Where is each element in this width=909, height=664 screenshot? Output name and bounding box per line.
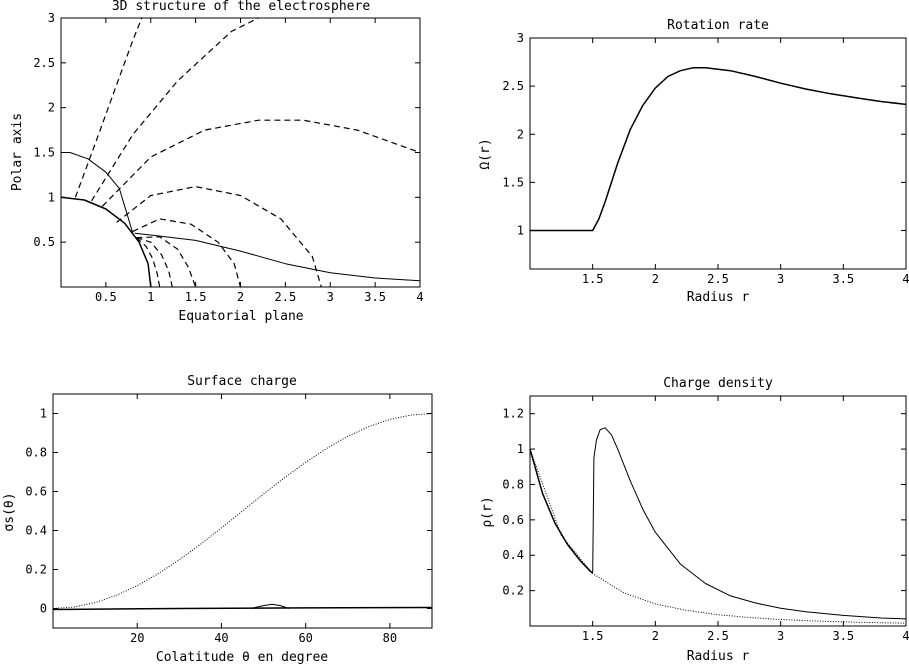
density-plot-frame	[529, 395, 907, 627]
surface-series-0	[52, 413, 433, 609]
electrosphere-series-9	[90, 17, 259, 202]
rotation-ytick-label: 3	[517, 31, 524, 45]
electrosphere-series-8	[101, 119, 421, 207]
density-xtick-label: 3.5	[832, 629, 854, 643]
surface-ytick-label: 0.6	[25, 485, 47, 499]
rotation-xtick-label: 2	[652, 272, 659, 286]
electrosphere-series-2	[134, 232, 421, 282]
density-xtick-label: 4	[902, 629, 909, 643]
rotation-series-0	[530, 67, 907, 232]
electrosphere-xlabel: Equatorial plane	[178, 309, 303, 324]
electrosphere-xtick-label: 4	[416, 290, 423, 304]
surface-ytick-label: 1	[40, 407, 47, 421]
density-xtick-label: 2	[652, 629, 659, 643]
rotation-ytick-label: 1	[517, 224, 524, 238]
rotation-xtick-label: 3.5	[832, 272, 854, 286]
surface-ytick-label: 0.8	[25, 446, 47, 460]
rotation-ytick-label: 1.5	[502, 175, 524, 189]
electrosphere-ytick-label: 1	[48, 190, 55, 204]
density-ytick-label: 0.2	[502, 584, 524, 598]
electrosphere-plot-frame	[60, 17, 421, 288]
rotation-plot-frame	[529, 37, 907, 270]
surface-xtick-label: 80	[383, 631, 397, 645]
density-panel: Charge density Radius r ρ(r) 1.5 2 2.5 3 3.5…	[480, 376, 909, 664]
electrosphere-ylabel: Polar axis	[10, 113, 25, 191]
rotation-ytick-label: 2.5	[502, 79, 524, 93]
surface-xtick-label: 60	[298, 631, 312, 645]
electrosphere-ytick-label: 2	[48, 101, 55, 115]
surface-ytick-label: 0	[40, 602, 47, 616]
surface-title: Surface charge	[187, 374, 297, 389]
surface-ytick-label: 0.4	[25, 524, 47, 538]
rotation-ylabel: Ω(r)	[478, 138, 493, 169]
electrosphere-xtick-label: 3	[327, 290, 334, 304]
surface-xtick-label: 20	[130, 631, 144, 645]
density-series-0	[529, 448, 907, 624]
density-title: Charge density	[663, 376, 773, 391]
electrosphere-series-10	[74, 17, 143, 198]
electrosphere-series-6	[132, 218, 242, 288]
density-ytick-label: 0.4	[502, 548, 524, 562]
electrosphere-xtick-label: 1.5	[185, 290, 207, 304]
density-ytick-label: 1	[517, 442, 524, 456]
density-ylabel: ρ(r)	[480, 496, 495, 527]
rotation-ytick-label: 2	[517, 127, 524, 141]
electrosphere-series-0	[60, 196, 152, 288]
electrosphere-ytick-label: 1.5	[33, 146, 55, 160]
electrosphere-xtick-label: 0.5	[95, 290, 117, 304]
electrosphere-xtick-label: 1	[147, 290, 154, 304]
electrosphere-ytick-label: 3	[48, 11, 55, 25]
density-series-1	[529, 448, 594, 574]
electrosphere-ytick-label: 0.5	[33, 235, 55, 249]
rotation-panel: Rotation rate Radius r Ω(r) 1.5 2 2.5 3 3.5 4…	[478, 18, 909, 305]
rotation-title: Rotation rate	[667, 18, 769, 33]
electrosphere-ytick-label: 2.5	[33, 56, 55, 70]
rotation-xtick-label: 4	[902, 272, 909, 286]
density-ytick-label: 0.6	[502, 513, 524, 527]
rotation-xlabel: Radius r	[687, 290, 750, 305]
density-ytick-label: 1.2	[502, 407, 524, 421]
density-xtick-label: 1.5	[582, 629, 604, 643]
surface-series-2	[250, 603, 289, 609]
electrosphere-series-7	[116, 186, 322, 288]
electrosphere-xtick-label: 3.5	[364, 290, 386, 304]
electrosphere-panel: 3D structure of the electrosphere Equato…	[10, 0, 424, 324]
surface-ytick-label: 0.2	[25, 563, 47, 577]
density-ytick-label: 0.8	[502, 477, 524, 491]
density-xlabel: Radius r	[687, 649, 750, 664]
electrosphere-series-5	[136, 236, 197, 288]
density-xtick-label: 2.5	[707, 629, 729, 643]
electrosphere-series-1	[61, 152, 134, 234]
density-series-2	[592, 427, 907, 620]
surface-plot-frame	[52, 393, 433, 629]
rotation-xtick-label: 3	[777, 272, 784, 286]
electrosphere-xtick-label: 2	[237, 290, 244, 304]
surface-xlabel: Colatitude θ en degree	[156, 650, 328, 664]
surface-ylabel: σs(θ)	[2, 492, 17, 531]
surface-xtick-label: 40	[214, 631, 228, 645]
density-xtick-label: 3	[777, 629, 784, 643]
rotation-xtick-label: 1.5	[582, 272, 604, 286]
electrosphere-xtick-label: 2.5	[275, 290, 297, 304]
surface-panel: Surface charge Colatitude θ en degree σs…	[2, 374, 433, 664]
rotation-xtick-label: 2.5	[707, 272, 729, 286]
electrosphere-series-4	[136, 237, 173, 288]
electrosphere-title: 3D structure of the electrosphere	[112, 0, 370, 14]
surface-series-1	[52, 606, 433, 611]
